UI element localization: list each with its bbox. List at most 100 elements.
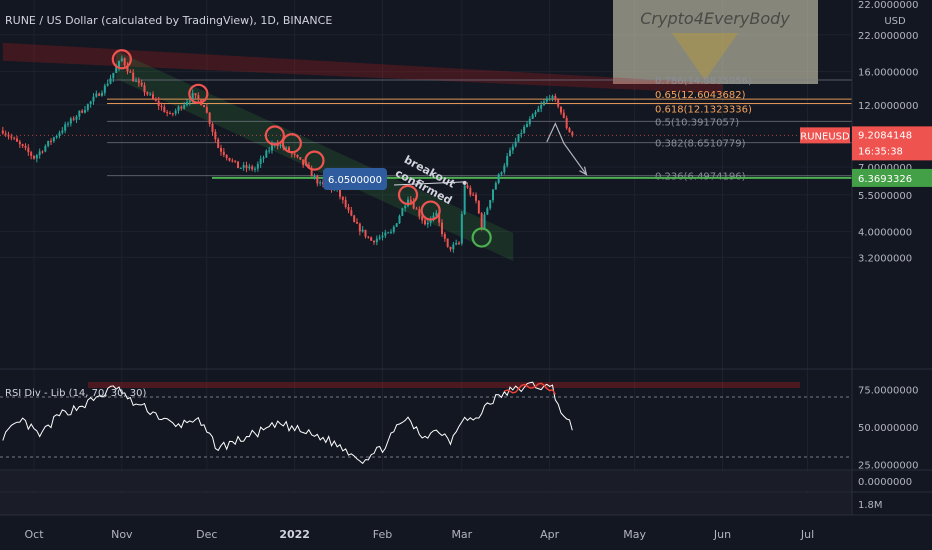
candle-body bbox=[120, 58, 123, 62]
candle-body bbox=[188, 100, 191, 103]
breakout-price-box bbox=[323, 168, 387, 190]
rsi-tick-label: 75.0000000 bbox=[858, 386, 918, 397]
candle-body bbox=[225, 154, 228, 158]
candle-body bbox=[27, 147, 30, 153]
candle-body bbox=[469, 187, 472, 195]
candle-body bbox=[432, 215, 435, 219]
price-tick-label: 4.0000000 bbox=[858, 228, 912, 239]
watermark-text: Crypto4EveryBody bbox=[640, 9, 790, 28]
candle-body bbox=[514, 141, 517, 147]
candle-body bbox=[21, 144, 24, 146]
candle-body bbox=[115, 67, 118, 73]
candle-body bbox=[375, 238, 378, 243]
candle-body bbox=[69, 118, 72, 124]
rsi-line bbox=[2, 381, 573, 465]
candle-body bbox=[378, 237, 381, 239]
candle-body bbox=[208, 112, 211, 124]
price-tick-label: 22.0000000 bbox=[858, 0, 918, 11]
candle-body bbox=[118, 61, 120, 68]
candle-body bbox=[47, 140, 50, 147]
candle-body bbox=[123, 58, 126, 66]
rsi-tick-label: 25.0000000 bbox=[858, 461, 918, 472]
candle-body bbox=[35, 155, 38, 159]
time-tick-label: Feb bbox=[373, 528, 392, 541]
fib-label: 0.65(12.6043682) bbox=[655, 90, 746, 101]
candle-body bbox=[228, 157, 231, 161]
candle-body bbox=[101, 92, 103, 96]
candle-body bbox=[381, 235, 384, 238]
rsi-overbought-segment bbox=[504, 382, 556, 395]
candle-body bbox=[81, 110, 84, 113]
highlight-circle bbox=[471, 227, 492, 248]
time-axis[interactable]: Oct Nov Dec 2022 Feb Mar Apr May Jun Jul bbox=[24, 528, 814, 541]
candle-body bbox=[390, 231, 392, 233]
fib-label: 0.786(14.8835956) bbox=[655, 76, 752, 87]
price-tick-label: 3.2000000 bbox=[858, 253, 912, 264]
price-tick-label: 5.5000000 bbox=[858, 191, 912, 202]
candle-body bbox=[497, 174, 500, 184]
candle-body bbox=[424, 220, 426, 225]
candle-body bbox=[528, 118, 531, 125]
candle-body bbox=[24, 145, 27, 148]
highlight-circle bbox=[397, 184, 419, 205]
candle-body bbox=[78, 110, 81, 117]
candle-body bbox=[494, 183, 497, 190]
candle-body bbox=[18, 141, 21, 145]
candle-body bbox=[84, 109, 86, 113]
candle-body bbox=[387, 232, 390, 234]
candle-body bbox=[231, 160, 234, 162]
candle-body bbox=[415, 208, 418, 210]
fib-label: 0.618(12.1323336) bbox=[655, 105, 752, 116]
candle-body bbox=[418, 209, 421, 217]
candle-body bbox=[293, 153, 296, 155]
candle-body bbox=[285, 147, 288, 149]
candle-body bbox=[392, 226, 395, 232]
candle-body bbox=[373, 240, 375, 243]
candle-body bbox=[166, 112, 169, 114]
candle-body bbox=[152, 94, 154, 99]
candle-body bbox=[477, 200, 480, 214]
price-tick-label: 22.0000000 bbox=[858, 31, 918, 42]
breakout-point bbox=[462, 180, 467, 185]
candle-body bbox=[367, 236, 370, 238]
time-tick-label: 2022 bbox=[279, 528, 310, 541]
highlight-circle bbox=[281, 133, 302, 154]
candle-body bbox=[560, 106, 562, 113]
candle-body bbox=[265, 150, 268, 158]
currency-label: USD bbox=[884, 16, 906, 27]
candle-body bbox=[7, 134, 10, 137]
candle-body bbox=[214, 131, 217, 140]
candle-body bbox=[341, 196, 344, 200]
candle-body bbox=[64, 124, 67, 131]
candle-body bbox=[339, 188, 341, 197]
candle-body bbox=[55, 135, 58, 138]
candle-body bbox=[475, 194, 477, 201]
candle-body bbox=[163, 106, 166, 113]
candle-body bbox=[186, 102, 188, 105]
candle-body bbox=[129, 71, 132, 73]
candle-body bbox=[565, 117, 568, 129]
candle-body bbox=[143, 85, 146, 93]
candle-body bbox=[41, 151, 44, 153]
candle-body bbox=[489, 200, 492, 209]
watermark-panel bbox=[613, 0, 818, 84]
candle-body bbox=[126, 65, 129, 72]
rsi-pane[interactable]: RSI Div - Lib (14, 70, 30, 30) bbox=[0, 368, 932, 465]
highlight-circle bbox=[304, 150, 325, 171]
price-axis[interactable]: 22.0000000 16.0000000 12.0000000 7.0000000 5… bbox=[800, 0, 932, 515]
candle-body bbox=[548, 98, 551, 100]
candle-body bbox=[571, 132, 574, 136]
candle-body bbox=[517, 134, 520, 142]
candle-body bbox=[58, 132, 61, 136]
fib-label: 0.5(10.3917057) bbox=[655, 117, 739, 128]
candle-body bbox=[531, 114, 534, 119]
chart-title: RUNE / US Dollar (calculated by TradingV… bbox=[5, 14, 332, 27]
candle-body bbox=[299, 157, 302, 160]
breakout-price-label: 6.0500000 bbox=[328, 175, 382, 186]
candle-body bbox=[135, 80, 137, 82]
time-tick-label: Oct bbox=[24, 528, 44, 541]
candle-body bbox=[435, 212, 438, 216]
candle-body bbox=[458, 242, 460, 244]
